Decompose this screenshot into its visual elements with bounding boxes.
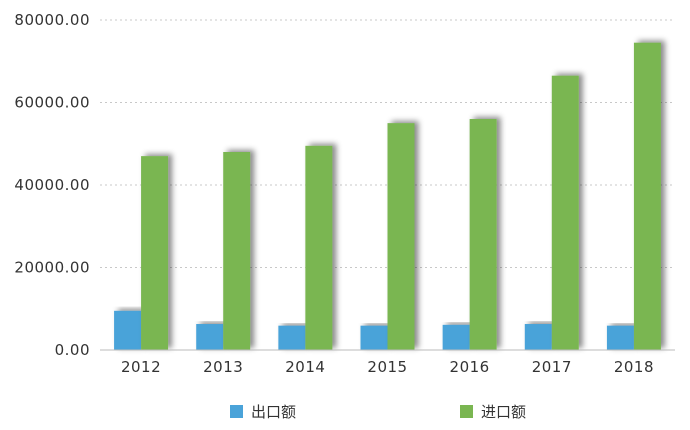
x-tick-label: 2018: [614, 358, 654, 376]
bars: [114, 42, 661, 350]
bar-export-2012: [114, 310, 142, 350]
x-tick-label: 2012: [121, 358, 161, 376]
bar-import-2017: [551, 75, 579, 350]
legend: 出口额 进口额: [230, 403, 526, 421]
bar-export-2015: [360, 325, 388, 350]
bar-import-2014: [305, 145, 333, 350]
bar-export-2013: [196, 324, 224, 350]
x-tick-label: 2013: [203, 358, 243, 376]
x-axis: 2012 2013 2014 2015 2016 2017 2018: [100, 349, 675, 376]
legend-swatch: [230, 405, 243, 418]
bar-import-2012: [141, 156, 169, 350]
bar-export-2017: [524, 324, 552, 350]
gridlines: [100, 19, 675, 268]
y-tick-label: 40000.00: [14, 176, 90, 194]
y-tick-label: 80000.00: [14, 11, 90, 29]
x-tick-label: 2015: [367, 358, 407, 376]
legend-label: 进口额: [481, 403, 526, 421]
bar-import-2018: [633, 42, 661, 350]
x-tick-label: 2017: [532, 358, 572, 376]
y-tick-label: 20000.00: [14, 259, 90, 277]
bar-export-2014: [278, 325, 306, 350]
x-tick-label: 2014: [285, 358, 325, 376]
y-tick-label: 60000.00: [14, 94, 90, 112]
bar-import-2013: [223, 152, 251, 350]
legend-label: 出口额: [251, 403, 296, 421]
y-tick-label: 0.00: [55, 341, 90, 359]
y-axis: 0.00 20000.00 40000.00 60000.00 80000.00: [14, 11, 90, 359]
bar-export-2016: [442, 324, 470, 350]
bar-import-2015: [387, 123, 415, 350]
bar-export-2018: [606, 325, 634, 350]
bar-import-2016: [469, 119, 497, 350]
legend-swatch: [460, 405, 473, 418]
x-tick-label: 2016: [450, 358, 490, 376]
